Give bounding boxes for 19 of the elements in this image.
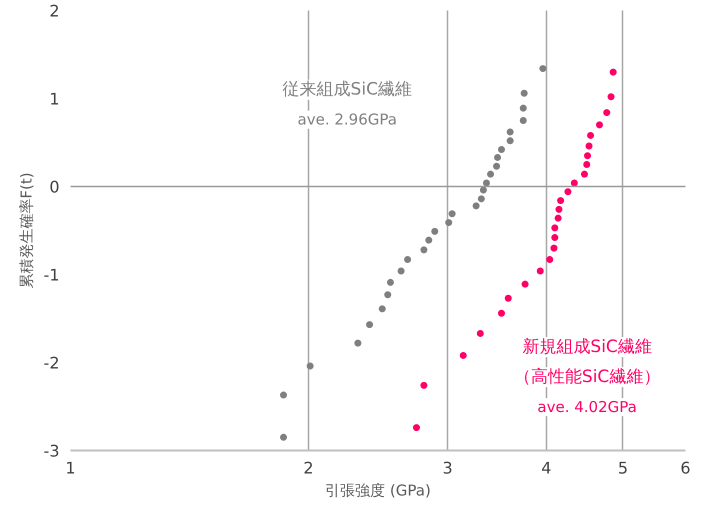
text: 従来組成SiC繊維 <box>282 80 412 100</box>
series-label: 新規組成SiC繊維 <box>522 337 652 358</box>
y-axis-title: 累積発生確率F(t) <box>18 172 36 289</box>
x-axis-title: 引張強度 (GPa) <box>325 482 431 500</box>
x-tick-label: 3 <box>442 458 453 478</box>
x-tick-label: 1 <box>65 458 76 478</box>
y-tick-label: -1 <box>44 266 60 284</box>
annotation: （高性能SiC繊維） <box>514 367 660 388</box>
annotation: ave. 2.96GPa <box>298 110 397 129</box>
y-tick-label: -2 <box>44 354 60 372</box>
y-tick-label: -3 <box>44 442 60 460</box>
y-tick-label: 0 <box>49 178 60 196</box>
x-tick-label: 4 <box>541 458 552 478</box>
annotation: ave. 4.02GPa <box>537 398 637 416</box>
x-tick-label: 6 <box>680 458 691 478</box>
y-tick-label: 1 <box>49 90 60 108</box>
y-tick-label: 2 <box>49 2 60 20</box>
x-tick-label: 2 <box>303 458 314 478</box>
x-tick-label: 5 <box>618 458 628 478</box>
